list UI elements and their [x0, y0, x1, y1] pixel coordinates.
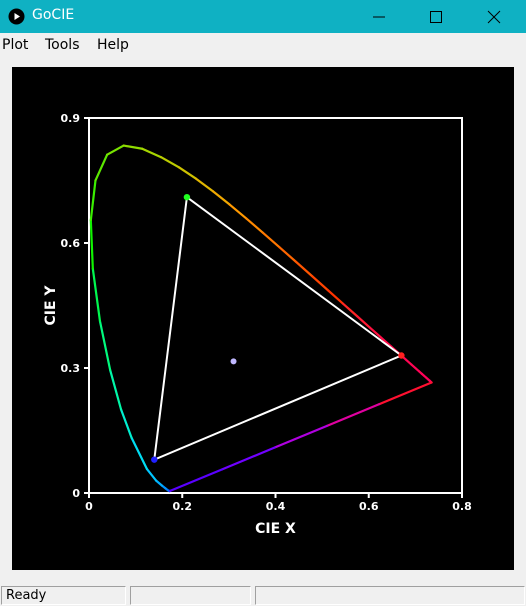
maximize-icon: [430, 11, 442, 23]
purple-line-segment: [273, 424, 329, 449]
spectral-locus-segment: [404, 358, 413, 366]
x-tick-label: 0.2: [173, 500, 193, 513]
spectral-locus-segment: [94, 153, 109, 182]
spectral-locus-segment: [380, 336, 393, 348]
plot-canvas[interactable]: 0 0.2 0.4 0.6 0.8 0 0.3 0.6 0.9 CIE X CIE Y: [12, 67, 514, 570]
gamut-triangle: [153, 195, 404, 462]
spectral-locus-segment: [356, 315, 372, 329]
purple-line-segment: [325, 403, 381, 427]
spectral-locus-segment: [326, 289, 345, 305]
x-axis-label: CIE X: [255, 521, 296, 537]
spectral-locus-segment: [109, 368, 123, 411]
menu-tools[interactable]: Tools: [45, 37, 80, 53]
spectral-locus-segment: [141, 147, 163, 159]
spectral-locus-segment: [130, 436, 148, 471]
close-icon: [487, 10, 501, 24]
x-tick-label: 0.4: [266, 500, 286, 513]
spectral-locus-segment: [98, 319, 112, 372]
spectral-locus-segment: [245, 217, 265, 234]
spectral-locus-segment: [177, 166, 198, 180]
spectral-locus-segment: [89, 179, 97, 222]
status-pane-main: Ready: [1, 586, 126, 605]
purple-line-segment: [221, 446, 276, 471]
spectral-locus-segment: [160, 156, 181, 169]
status-pane-2: [130, 586, 251, 605]
spectral-locus-segment: [278, 246, 298, 263]
spectral-locus-segment: [228, 203, 248, 220]
cie-chart: 0 0.2 0.4 0.6 0.8 0 0.3 0.6 0.9 CIE X CIE Y: [43, 112, 472, 537]
plot-frame: [88, 117, 463, 494]
spectral-locus-segment: [211, 190, 231, 206]
y-tick-label: 0.6: [61, 237, 81, 250]
app-icon: [8, 8, 25, 25]
spectral-locus-segment: [369, 326, 383, 339]
spectral-locus-segment: [89, 219, 94, 270]
y-axis-label: CIE Y: [43, 285, 59, 326]
spectral-locus-segment: [122, 144, 144, 150]
spectral-locus-segment: [155, 479, 164, 487]
primary-point-green: [183, 193, 191, 201]
menu-bar: Plot Tools Help: [0, 33, 526, 57]
spectral-locus-segment: [91, 267, 102, 323]
window-title: GoCIE: [32, 7, 75, 23]
y-tick-label: 0: [72, 487, 80, 500]
maximize-button[interactable]: [414, 0, 460, 33]
purple-line-segment: [378, 381, 433, 406]
x-tick-label: 0: [85, 500, 93, 513]
status-bar: Ready: [0, 584, 526, 606]
spectral-locus-segment: [311, 275, 330, 292]
purple-line-segment: [169, 468, 224, 493]
spectral-locus-segment: [294, 260, 314, 278]
spectral-locus-segment: [194, 177, 215, 193]
spectral-locus-segment: [145, 467, 158, 482]
y-tick-label: 0.9: [61, 112, 81, 125]
y-tick-label: 0.3: [61, 362, 81, 375]
title-bar: GoCIE: [0, 0, 526, 33]
primary-point-red: [398, 352, 405, 359]
spectral-locus-segment: [261, 231, 281, 249]
minimize-icon: [373, 16, 385, 18]
primary-point-blue: [151, 456, 158, 463]
x-tick-label: 0.6: [359, 500, 379, 513]
spectral-locus-segment: [106, 144, 125, 156]
spectral-locus-segment: [119, 408, 133, 439]
white-point: [230, 358, 237, 365]
x-tick-label: 0.8: [452, 500, 472, 513]
close-button[interactable]: [472, 0, 518, 33]
status-pane-3: [255, 586, 525, 605]
minimize-button[interactable]: [357, 0, 403, 33]
spectral-locus-segment: [341, 302, 359, 318]
menu-help[interactable]: Help: [97, 37, 129, 53]
menu-plot[interactable]: Plot: [2, 37, 29, 53]
